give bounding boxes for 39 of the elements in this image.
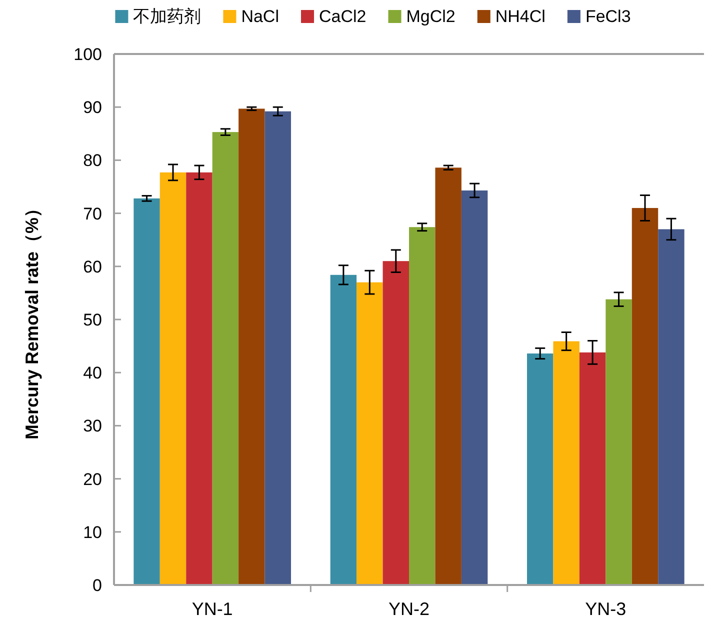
y-tick-label: 0 (92, 576, 102, 595)
bar (579, 352, 606, 585)
bar (409, 227, 436, 585)
bar (527, 353, 554, 585)
y-tick-label: 20 (83, 470, 102, 489)
y-tick-label: 100 (74, 45, 102, 64)
legend-label: FeCl3 (585, 7, 631, 26)
y-tick-label: 40 (83, 364, 102, 383)
y-tick-label: 50 (83, 310, 102, 330)
bar (160, 172, 186, 585)
legend-label: CaCl2 (319, 7, 366, 26)
legend-label: MgCl2 (406, 7, 456, 26)
x-tick-label: YN-1 (192, 599, 233, 619)
legend-label: NH4Cl (495, 7, 546, 26)
bar (134, 198, 160, 585)
bar (435, 168, 462, 585)
y-tick-label: 30 (83, 416, 102, 436)
y-tick-label: 80 (83, 151, 102, 170)
bar (212, 132, 239, 585)
y-tick-label: 70 (83, 204, 102, 224)
bar (461, 190, 488, 585)
y-tick-label: 10 (83, 522, 102, 542)
x-tick-label: YN-3 (585, 599, 626, 619)
bar (264, 111, 291, 585)
bar (658, 229, 684, 585)
x-tick-label: YN-2 (388, 599, 430, 619)
legend-label: NaCl (241, 7, 279, 26)
bar (632, 208, 658, 585)
bar (238, 108, 265, 585)
y-axis-title: Mercury Removal rate（%） (22, 199, 42, 440)
legend-label: 不加药剂 (133, 7, 202, 26)
bar (606, 299, 632, 585)
bar (553, 341, 580, 585)
y-tick-label: 90 (83, 98, 102, 118)
bar (356, 282, 383, 585)
bar (330, 274, 357, 585)
y-tick-label: 60 (83, 257, 102, 276)
bar (382, 261, 409, 585)
bar (186, 172, 212, 585)
